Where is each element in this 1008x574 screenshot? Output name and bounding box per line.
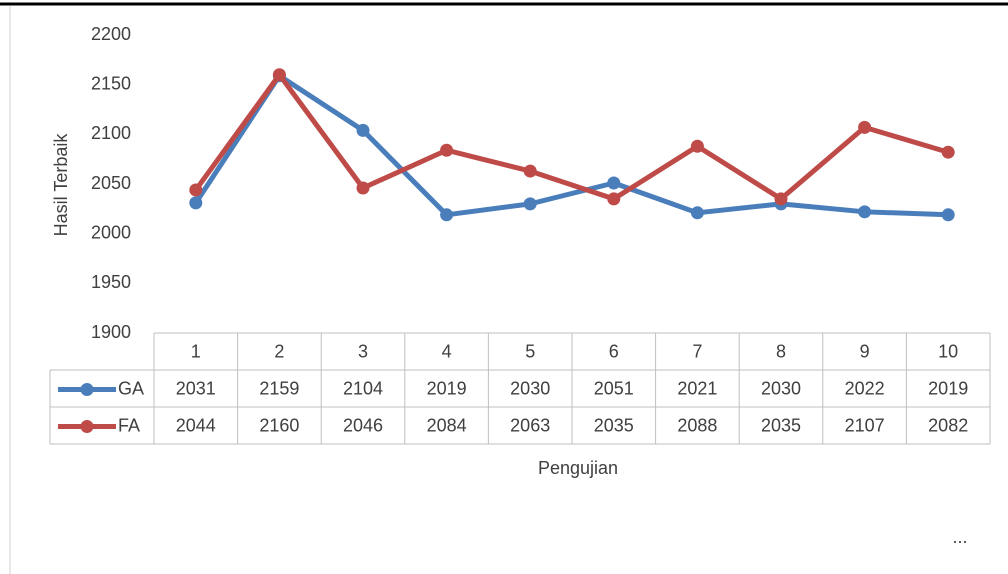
table-value: 2021	[677, 378, 717, 398]
x-axis-label: Pengujian	[538, 458, 618, 478]
legend-marker	[80, 420, 94, 433]
legend-label: GA	[118, 378, 144, 398]
series-marker	[272, 68, 286, 82]
series-marker	[690, 206, 704, 220]
y-axis-label: Hasil Terbaik	[51, 133, 71, 237]
series-line	[193, 72, 949, 202]
table-value: 2088	[677, 415, 717, 435]
series-marker	[440, 143, 454, 157]
table-value: 2019	[928, 378, 968, 398]
y-tick-label: 2000	[91, 222, 131, 242]
table-value: 2044	[176, 415, 216, 435]
annotation: ...	[952, 527, 967, 547]
series-marker	[607, 192, 621, 206]
series-marker	[690, 139, 704, 153]
y-tick-label: 1900	[91, 322, 131, 342]
table-value: 2084	[427, 415, 467, 435]
series-marker	[774, 192, 788, 206]
x-tick-label: 6	[609, 341, 619, 361]
series-marker	[941, 208, 955, 222]
y-tick-label: 2100	[91, 123, 131, 143]
table-value: 2019	[427, 378, 467, 398]
series-marker	[941, 145, 955, 159]
table-value: 2082	[928, 415, 968, 435]
table-value: 2031	[176, 378, 216, 398]
table-value: 2030	[761, 378, 801, 398]
x-tick-label: 9	[860, 341, 870, 361]
table-value: 2022	[845, 378, 885, 398]
table-value: 2159	[259, 378, 299, 398]
series-marker	[523, 164, 537, 178]
x-tick-label: 4	[442, 341, 452, 361]
y-tick-label: 2150	[91, 73, 131, 93]
x-tick-label: 7	[692, 341, 702, 361]
series-marker	[189, 196, 203, 210]
x-tick-label: 10	[938, 341, 958, 361]
x-tick-label: 2	[274, 341, 284, 361]
x-tick-label: 8	[776, 341, 786, 361]
table-value: 2104	[343, 378, 383, 398]
y-tick-label: 2200	[91, 24, 131, 44]
legend-marker	[80, 383, 94, 396]
y-tick-label: 2050	[91, 173, 131, 193]
table-value: 2107	[845, 415, 885, 435]
y-tick-label: 1950	[91, 272, 131, 292]
series-marker	[607, 176, 621, 190]
table-value: 2046	[343, 415, 383, 435]
series-marker	[523, 197, 537, 211]
series-marker	[858, 205, 872, 219]
table-value: 2063	[510, 415, 550, 435]
series-marker	[858, 120, 872, 134]
table-value: 2160	[259, 415, 299, 435]
series-line	[193, 73, 949, 218]
series-marker	[440, 208, 454, 222]
series-marker	[356, 181, 370, 195]
table-value: 2051	[594, 378, 634, 398]
table-value: 2035	[594, 415, 634, 435]
table-value: 2030	[510, 378, 550, 398]
series-marker	[189, 183, 203, 197]
table-value: 2035	[761, 415, 801, 435]
x-tick-label: 1	[191, 341, 201, 361]
legend-label: FA	[118, 415, 140, 435]
x-tick-label: 3	[358, 341, 368, 361]
series-marker	[356, 123, 370, 137]
x-tick-label: 5	[525, 341, 535, 361]
